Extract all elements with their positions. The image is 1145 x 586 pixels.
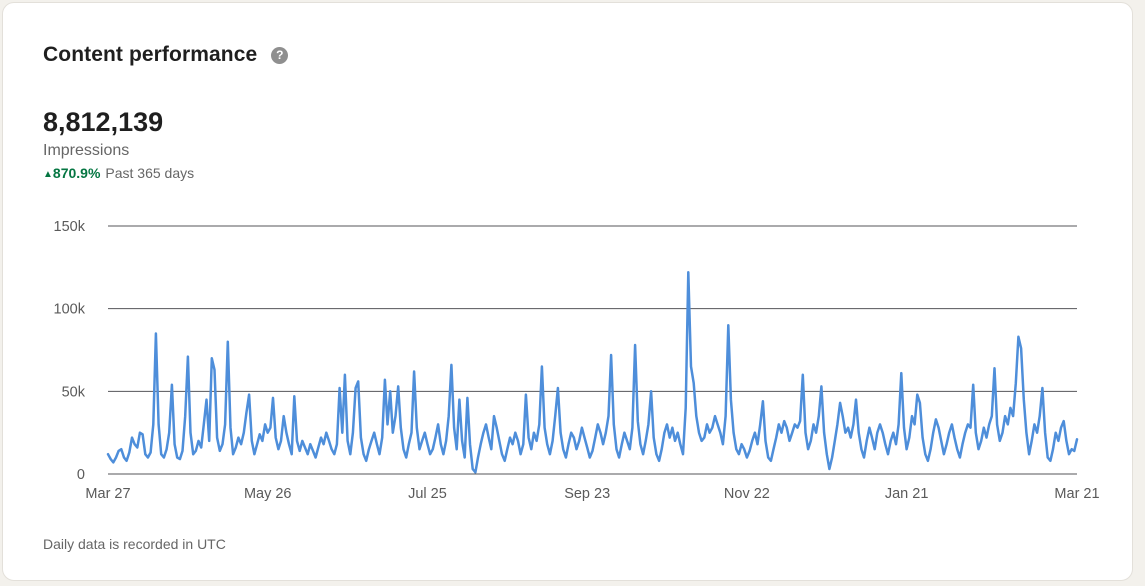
y-axis-label: 150k <box>54 219 86 235</box>
trend-summary: ▲870.9% Past 365 days <box>43 164 1092 184</box>
impressions-label: Impressions <box>43 142 130 159</box>
x-axis-label: Sep 23 <box>564 486 610 502</box>
x-axis-label: Nov 22 <box>724 486 770 502</box>
x-axis-label: Mar 21 <box>1054 486 1099 502</box>
utc-note: Daily data is recorded in UTC <box>43 536 226 552</box>
x-axis-label: Jan 21 <box>885 486 929 502</box>
impressions-summary: 8,812,139 Impressions ▲870.9% Past 365 da… <box>43 107 1092 184</box>
card-title: Content performance <box>43 43 258 66</box>
y-axis-label: 0 <box>77 467 85 483</box>
trend-up-arrow-icon: ▲ <box>43 169 53 180</box>
y-axis-label: 50k <box>62 384 86 400</box>
y-axis-label: 100k <box>54 302 86 318</box>
trend-period: Past 365 days <box>105 165 195 181</box>
content-performance-card: Content performance ? 8,812,139 Impressi… <box>2 2 1133 581</box>
help-icon[interactable]: ? <box>271 46 289 64</box>
x-axis-label: May 26 <box>244 486 292 502</box>
x-axis-label: Jul 25 <box>408 486 447 502</box>
trend-percent: 870.9% <box>52 165 101 181</box>
card-header: Content performance ? <box>43 43 1092 67</box>
impressions-line-chart[interactable]: 0 50k 100k 150k Mar 27 May 26 Jul 25 Sep 23 Nov … <box>3 210 1133 510</box>
impressions-count: 8,812,139 <box>43 107 164 137</box>
impressions-series-line <box>106 271 1079 474</box>
x-axis-label: Mar 27 <box>85 486 130 502</box>
